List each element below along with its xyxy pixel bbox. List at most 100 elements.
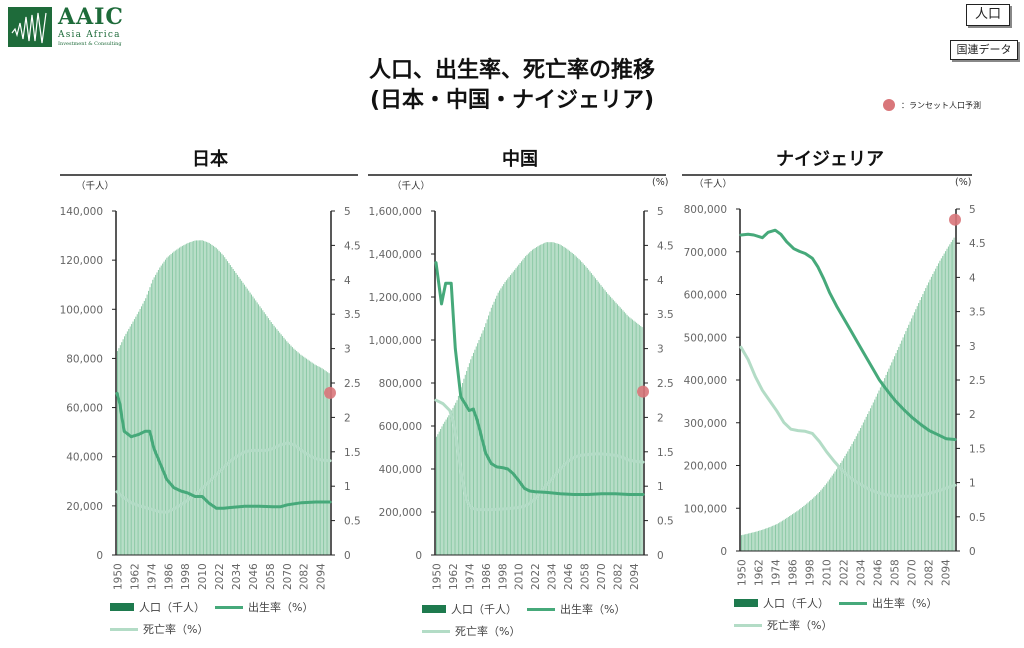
population-bar [772, 525, 774, 551]
right-tick-label: 1.5 [344, 447, 361, 459]
population-bar [838, 465, 840, 551]
population-bar [214, 246, 216, 555]
population-bar [207, 242, 209, 555]
population-bar [908, 324, 910, 551]
population-bar [146, 294, 148, 555]
population-bar [471, 356, 473, 556]
right-tick-label: 4 [969, 272, 976, 284]
population-bar [203, 240, 205, 555]
population-bar [143, 300, 145, 555]
population-bar [850, 446, 852, 551]
population-bar [166, 257, 168, 555]
population-bar [589, 271, 591, 555]
population-bar [267, 318, 269, 555]
population-bar [163, 261, 165, 555]
x-tick-label: 1974 [464, 563, 476, 590]
population-bar [906, 327, 908, 551]
population-bar [164, 259, 166, 555]
right-tick-label: 0 [657, 550, 664, 562]
right-tick-label: 1 [344, 481, 351, 493]
population-bar [190, 241, 192, 555]
population-bar [208, 242, 210, 555]
population-bar [499, 290, 501, 555]
left-tick-label: 120,000 [60, 255, 103, 267]
population-bar [205, 241, 207, 556]
x-tick-label: 1974 [771, 559, 783, 586]
population-bar [451, 410, 453, 555]
population-bar [252, 296, 254, 555]
population-bar [588, 269, 590, 555]
x-tick-label: 2046 [873, 559, 885, 586]
population-bar [483, 327, 485, 555]
population-bar [830, 477, 832, 551]
population-bar [162, 263, 164, 555]
population-bar [152, 279, 154, 555]
population-bar [470, 359, 472, 555]
x-tick-label: 2094 [941, 559, 953, 586]
population-bar [446, 417, 448, 555]
left-tick-label: 300,000 [684, 418, 727, 430]
population-bar [173, 251, 175, 556]
population-bar [629, 317, 631, 555]
left-tick-label: 1,200,000 [369, 292, 422, 304]
population-bar [605, 292, 607, 555]
population-bar [512, 271, 514, 555]
population-bar [930, 276, 932, 551]
left-tick-label: 500,000 [684, 332, 727, 344]
x-tick-label: 2034 [547, 563, 559, 590]
population-bar [858, 430, 860, 551]
population-bar [942, 255, 944, 551]
population-bar [265, 314, 267, 555]
population-bar [886, 371, 888, 551]
x-tick-label: 2010 [197, 563, 209, 590]
population-bar [523, 257, 525, 555]
lancet-legend-label: ：ランセット人口予測 [901, 100, 981, 110]
population-bar [952, 239, 954, 551]
population-bar [800, 508, 802, 551]
population-bar [784, 518, 786, 551]
population-bar [212, 245, 214, 555]
population-bar [804, 504, 806, 551]
right-tick-label: 3.5 [344, 309, 361, 321]
population-bar [566, 248, 568, 556]
population-bar [946, 248, 948, 551]
population-bar [437, 434, 439, 555]
population-bar [150, 283, 152, 555]
population-bar [322, 369, 324, 555]
legend-birth-label: 出生率（%） [248, 601, 314, 614]
right-tick-label: 4.5 [344, 240, 361, 252]
population-bar [843, 458, 845, 551]
population-bar [328, 373, 330, 555]
population-bar [198, 240, 200, 555]
population-bar [142, 303, 144, 555]
population-bar [522, 259, 524, 555]
population-bar [553, 242, 555, 556]
population-bar [436, 436, 437, 555]
population-bar [623, 311, 625, 555]
panel-rule-nigeria [682, 174, 972, 176]
population-bar [813, 497, 815, 551]
population-bar [156, 272, 158, 555]
population-bar [753, 532, 755, 551]
population-bar [913, 312, 915, 551]
population-bar [579, 260, 581, 555]
x-tick-label: 1950 [113, 563, 125, 590]
population-bar [752, 532, 754, 551]
population-bar [241, 280, 243, 555]
population-bar [787, 516, 789, 551]
population-bar [577, 257, 579, 555]
population-bar [783, 519, 785, 551]
population-bar [824, 485, 826, 551]
lancet-legend: ：ランセット人口予測 [883, 99, 981, 111]
title-line-2: (日本・中国・ナイジェリア) [369, 88, 655, 113]
right-tick-label: 0 [344, 550, 351, 562]
population-bar [321, 368, 323, 555]
population-bar [227, 261, 229, 555]
population-bar [950, 242, 952, 551]
left-tick-label: 20,000 [66, 501, 103, 513]
x-tick-label: 2094 [316, 563, 328, 590]
birth-rate-line [115, 391, 332, 510]
population-bar [473, 352, 474, 555]
population-bar [867, 414, 869, 551]
